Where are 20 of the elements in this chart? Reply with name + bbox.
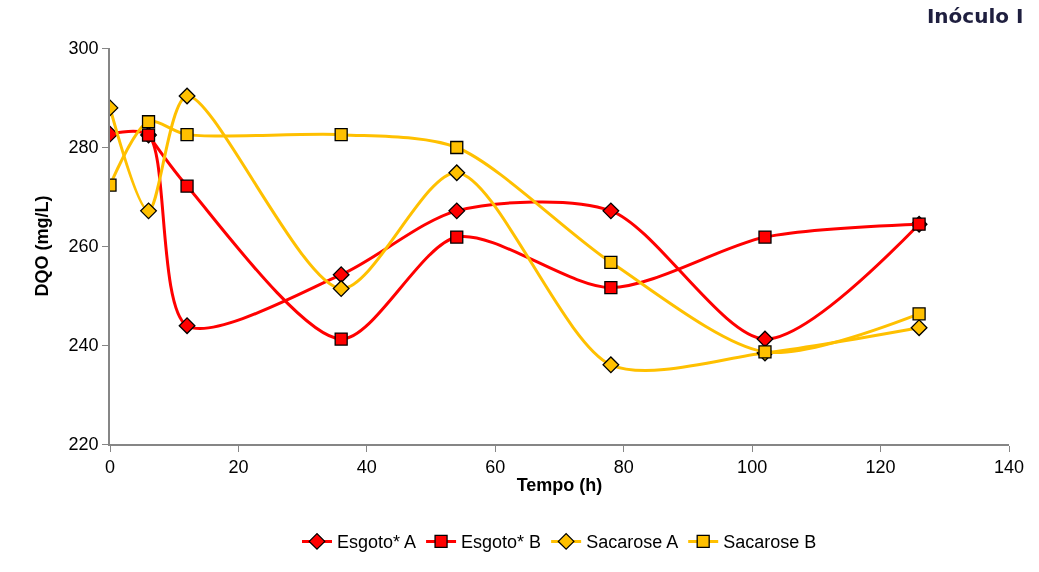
y-tick-label: 260 — [68, 236, 99, 257]
y-tick-label: 280 — [68, 137, 99, 158]
legend-label: Sacarose B — [723, 532, 817, 553]
legend-label: Esgoto* A — [337, 532, 417, 553]
x-tick-label: 100 — [737, 457, 768, 478]
legend-label: Sacarose A — [586, 532, 679, 553]
x-tick-label: 120 — [865, 457, 896, 478]
y-tick-label: 220 — [68, 434, 99, 455]
x-tick-label: 20 — [228, 457, 249, 478]
x-tick-label: 80 — [613, 457, 634, 478]
x-tick-label: 140 — [993, 457, 1025, 478]
x-tick-label: 40 — [356, 457, 377, 478]
y-tick-label: 300 — [68, 38, 99, 59]
chart-title: Inóculo I — [926, 3, 1024, 28]
y-axis-title: DQO (mg/L) — [32, 195, 53, 297]
x-tick-label: 60 — [485, 457, 506, 478]
y-tick-label: 240 — [68, 335, 99, 356]
legend-label: Esgoto* B — [461, 532, 542, 553]
x-tick-label: 0 — [104, 457, 116, 478]
x-axis-title: Tempo (h) — [516, 474, 603, 495]
